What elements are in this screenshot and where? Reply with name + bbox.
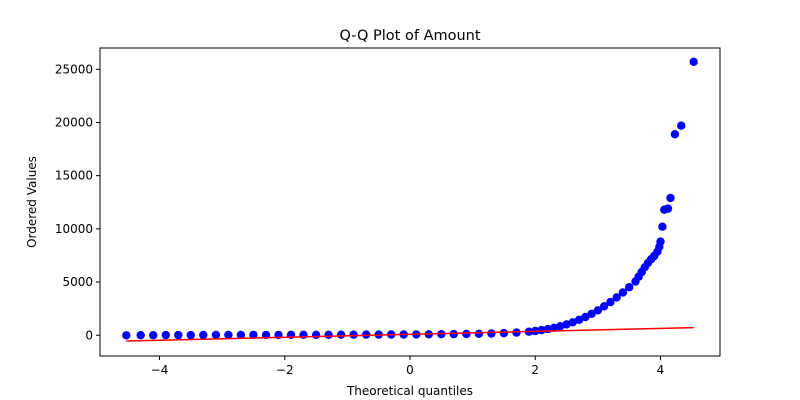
- data-point: [122, 331, 131, 340]
- y-tick-label: 5000: [62, 275, 93, 289]
- data-point: [618, 288, 628, 297]
- data-point: [299, 330, 308, 339]
- data-point: [593, 306, 603, 315]
- data-point: [161, 330, 170, 340]
- data-point: [474, 329, 484, 338]
- y-tick-label: 0: [85, 328, 93, 342]
- x-tick-label: −2: [276, 363, 294, 377]
- data-point: [587, 309, 596, 318]
- data-point: [666, 193, 675, 203]
- data-point: [568, 318, 577, 327]
- x-tick-label: 0: [406, 363, 414, 377]
- x-axis-label: Theoretical quantiles: [346, 384, 473, 398]
- data-point: [670, 130, 680, 139]
- data-point: [324, 330, 333, 339]
- fit-line: [126, 326, 694, 342]
- data-point: [537, 325, 546, 335]
- data-point: [663, 204, 673, 213]
- data-point: [612, 293, 621, 302]
- data-point: [336, 330, 346, 339]
- data-point: [224, 330, 233, 340]
- data-point: [689, 57, 698, 66]
- data-point: [658, 222, 667, 231]
- y-tick-label: 15000: [55, 169, 93, 183]
- data-point: [512, 328, 521, 337]
- y-tick-label: 20000: [55, 115, 93, 129]
- data-point: [311, 330, 321, 339]
- data-point: [136, 331, 145, 340]
- data-point: [656, 237, 665, 246]
- data-point: [199, 330, 208, 340]
- data-point: [249, 330, 258, 340]
- data-point: [149, 331, 158, 340]
- data-point: [211, 330, 221, 340]
- data-point: [449, 329, 458, 339]
- x-tick-label: 2: [531, 363, 539, 377]
- data-point: [581, 312, 590, 322]
- data-point: [174, 330, 183, 340]
- data-point: [625, 283, 634, 292]
- data-point: [599, 302, 609, 311]
- x-tick-label: 4: [657, 363, 665, 377]
- data-point: [549, 323, 559, 332]
- plot-area: [122, 57, 698, 342]
- y-axis-label: Ordered Values: [25, 156, 39, 248]
- chart-title: Q-Q Plot of Amount: [339, 28, 480, 44]
- y-axis-ticks: 0 5000 10000 15000 20000 25000: [55, 62, 100, 342]
- x-axis-ticks: −4 −2 0 2 4: [151, 356, 665, 377]
- data-point: [574, 315, 584, 324]
- data-point: [499, 328, 509, 338]
- data-point: [677, 121, 686, 130]
- data-point: [186, 330, 195, 340]
- data-point: [606, 297, 615, 307]
- data-point: [556, 322, 565, 331]
- data-point: [236, 330, 246, 340]
- y-tick-label: 10000: [55, 222, 93, 236]
- data-point: [349, 330, 358, 339]
- data-point: [487, 329, 496, 338]
- x-tick-label: −4: [151, 363, 169, 377]
- y-tick-label: 25000: [55, 62, 93, 76]
- data-point: [462, 329, 471, 339]
